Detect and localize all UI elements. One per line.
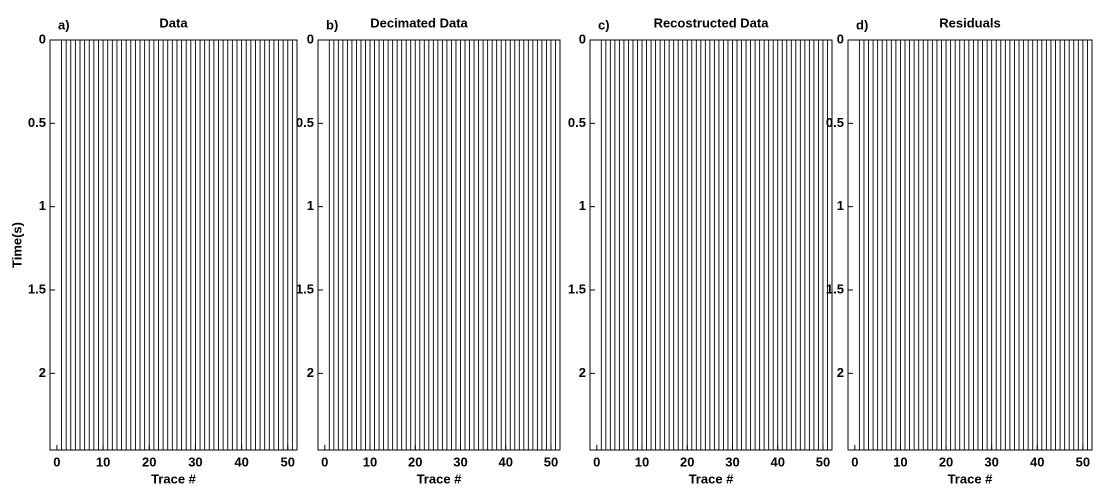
x-tick-label: 10 — [635, 454, 649, 469]
x-tick-label: 20 — [408, 454, 422, 469]
y-tick-label: 1.5 — [28, 281, 46, 296]
panel-title: Recostructed Data — [654, 15, 770, 30]
panel-label: b) — [326, 17, 338, 32]
plot-frame — [847, 39, 1093, 451]
x-tick-label: 10 — [96, 454, 110, 469]
panel-label: d) — [856, 17, 868, 32]
panel-label: c) — [598, 17, 610, 32]
x-tick-label: 30 — [188, 454, 202, 469]
x-tick-label: 30 — [453, 454, 467, 469]
y-tick-label: 1 — [307, 198, 314, 213]
x-tick-label: 0 — [53, 454, 60, 469]
panel-label: a) — [58, 17, 70, 32]
x-tick-label: 40 — [770, 454, 784, 469]
y-tick-label: 0 — [307, 31, 314, 46]
y-axis-label: Time(s) — [9, 222, 24, 268]
y-tick-label: 0 — [39, 31, 46, 46]
y-tick-label: 0 — [579, 31, 586, 46]
x-axis-label: Trace # — [151, 471, 197, 486]
x-tick-label: 20 — [939, 454, 953, 469]
x-tick-label: 0 — [593, 454, 600, 469]
x-tick-label: 50 — [816, 454, 830, 469]
y-tick-label: 0.5 — [568, 115, 586, 130]
x-tick-label: 0 — [321, 454, 328, 469]
x-tick-label: 40 — [234, 454, 248, 469]
x-tick-label: 30 — [984, 454, 998, 469]
plot-frame — [317, 39, 561, 451]
x-tick-label: 10 — [363, 454, 377, 469]
x-axis-label: Trace # — [417, 471, 463, 486]
y-tick-label: 0 — [837, 31, 844, 46]
x-tick-label: 40 — [1030, 454, 1044, 469]
panel-title: Residuals — [939, 15, 1000, 30]
x-tick-label: 40 — [498, 454, 512, 469]
x-tick-label: 10 — [893, 454, 907, 469]
x-axis-label: Trace # — [689, 471, 735, 486]
panel-title: Decimated Data — [370, 15, 468, 30]
y-tick-label: 0.5 — [28, 115, 46, 130]
x-tick-label: 30 — [725, 454, 739, 469]
plot-frame — [589, 39, 833, 451]
y-tick-label: 1 — [39, 198, 46, 213]
x-tick-label: 50 — [544, 454, 558, 469]
y-tick-label: 2 — [39, 365, 46, 380]
x-tick-label: 50 — [1076, 454, 1090, 469]
y-tick-label: 1.5 — [826, 281, 844, 296]
y-tick-label: 0.5 — [296, 115, 314, 130]
y-tick-label: 2 — [579, 365, 586, 380]
x-tick-label: 20 — [680, 454, 694, 469]
y-tick-label: 2 — [307, 365, 314, 380]
y-tick-label: 1 — [579, 198, 586, 213]
y-tick-label: 1.5 — [568, 281, 586, 296]
y-tick-label: 2 — [837, 365, 844, 380]
y-tick-label: 1.5 — [296, 281, 314, 296]
plot-frame — [49, 39, 298, 451]
x-axis-label: Trace # — [948, 471, 994, 486]
x-tick-label: 0 — [851, 454, 858, 469]
y-tick-label: 0.5 — [826, 115, 844, 130]
x-tick-label: 20 — [142, 454, 156, 469]
x-tick-label: 50 — [281, 454, 295, 469]
panel-title: Data — [159, 15, 188, 30]
y-tick-label: 1 — [837, 198, 844, 213]
